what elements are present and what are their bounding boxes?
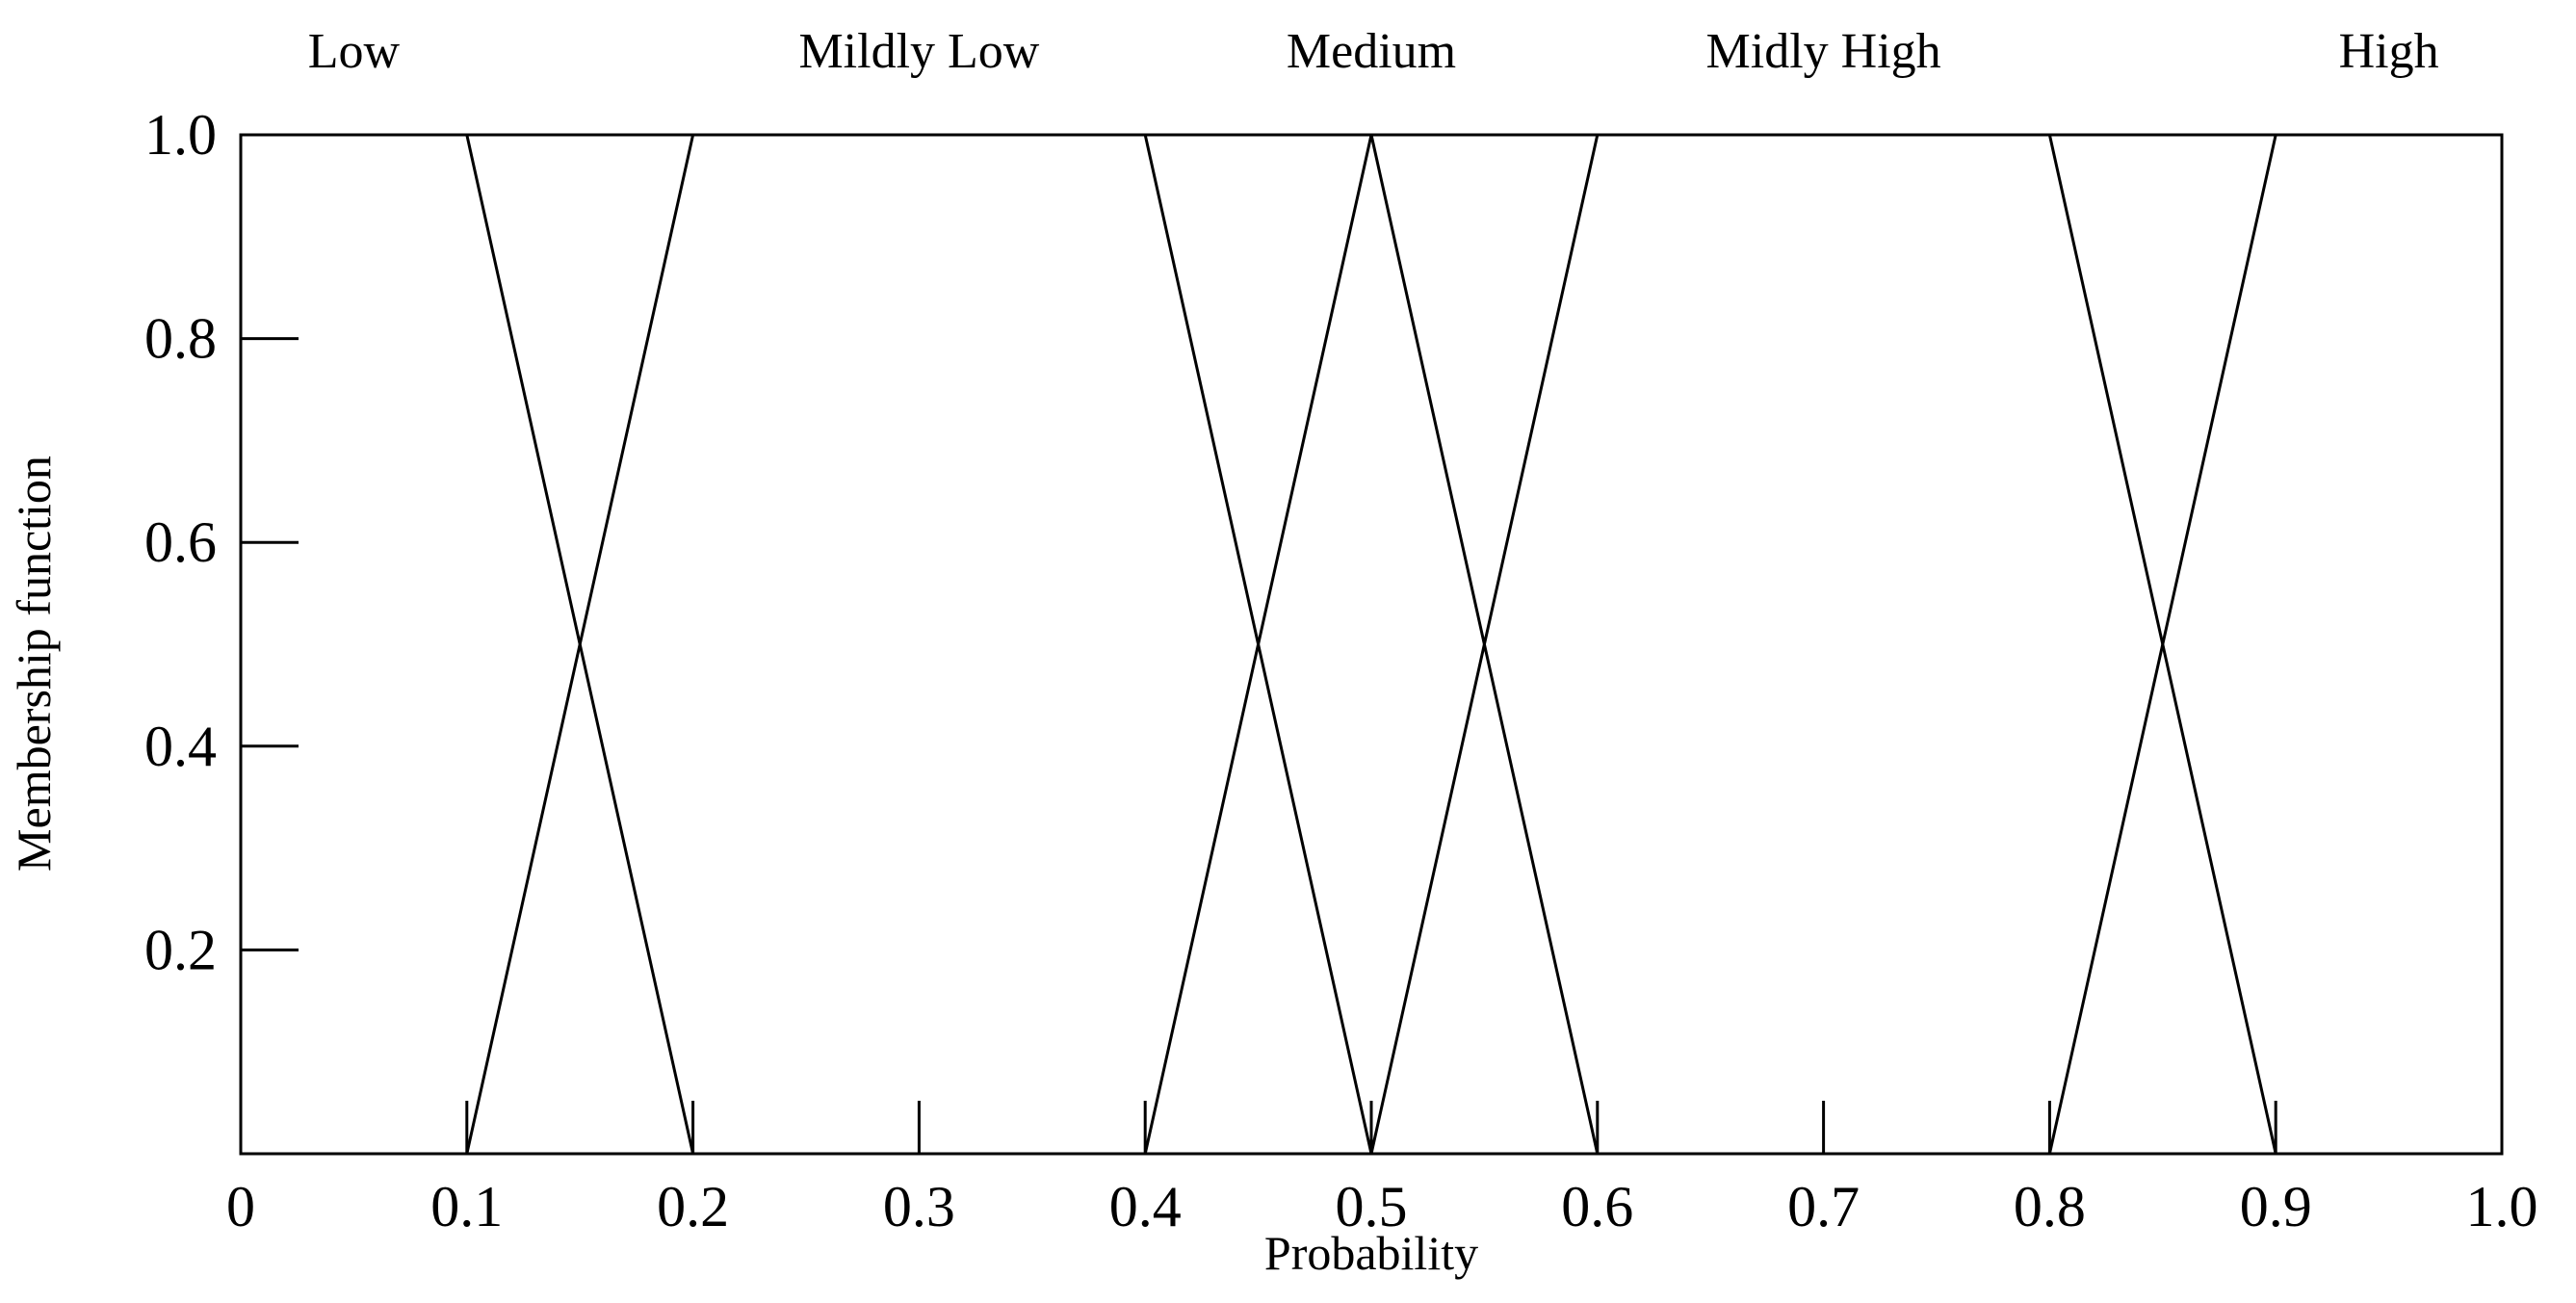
set-label-low: Low xyxy=(308,24,401,79)
curve-mildly-low xyxy=(465,133,1373,1155)
y-axis-title: Membership function xyxy=(7,456,61,872)
x-axis-title: Probability xyxy=(1264,1226,1478,1280)
membership-curves xyxy=(241,133,2502,1156)
y-tick-label: 1.0 xyxy=(144,103,217,167)
curve-midly-high xyxy=(1369,133,2277,1155)
x-axis-ticks: 0 0.1 0.2 0.3 0.4 0.5 0.6 0.7 0.8 0.9 1.0 xyxy=(226,1101,2538,1238)
y-tick-label: 0.6 xyxy=(144,510,217,574)
x-tick-label: 0.9 xyxy=(2240,1175,2312,1238)
x-tick-label: 0.2 xyxy=(657,1175,729,1238)
x-tick-label: 0.7 xyxy=(1787,1175,1860,1238)
curve-high xyxy=(2047,133,2502,1155)
x-tick-label: 0.4 xyxy=(1109,1175,1182,1238)
x-tick-label: 0.1 xyxy=(430,1175,503,1238)
set-labels: Low Mildly Low Medium Midly High High xyxy=(308,24,2439,79)
set-label-midly-high: Midly High xyxy=(1706,24,1941,79)
x-tick-label: 0.8 xyxy=(2014,1175,2086,1238)
y-axis-ticks: 0.2 0.4 0.6 0.8 1.0 xyxy=(144,103,299,981)
set-label-medium: Medium xyxy=(1287,24,1456,79)
set-label-high: High xyxy=(2339,24,2439,79)
x-tick-label: 0.5 xyxy=(1336,1175,1408,1238)
x-tick-label: 0.6 xyxy=(1561,1175,1633,1238)
set-label-mildly-low: Mildly Low xyxy=(798,24,1039,79)
y-tick-label: 0.4 xyxy=(144,715,217,778)
x-tick-label: 0.3 xyxy=(883,1175,955,1238)
y-tick-label: 0.8 xyxy=(144,307,217,371)
y-tick-label: 0.2 xyxy=(144,918,217,981)
x-tick-label: 0 xyxy=(226,1175,255,1238)
x-tick-label: 1.0 xyxy=(2466,1175,2538,1238)
curve-medium xyxy=(1143,134,1600,1155)
